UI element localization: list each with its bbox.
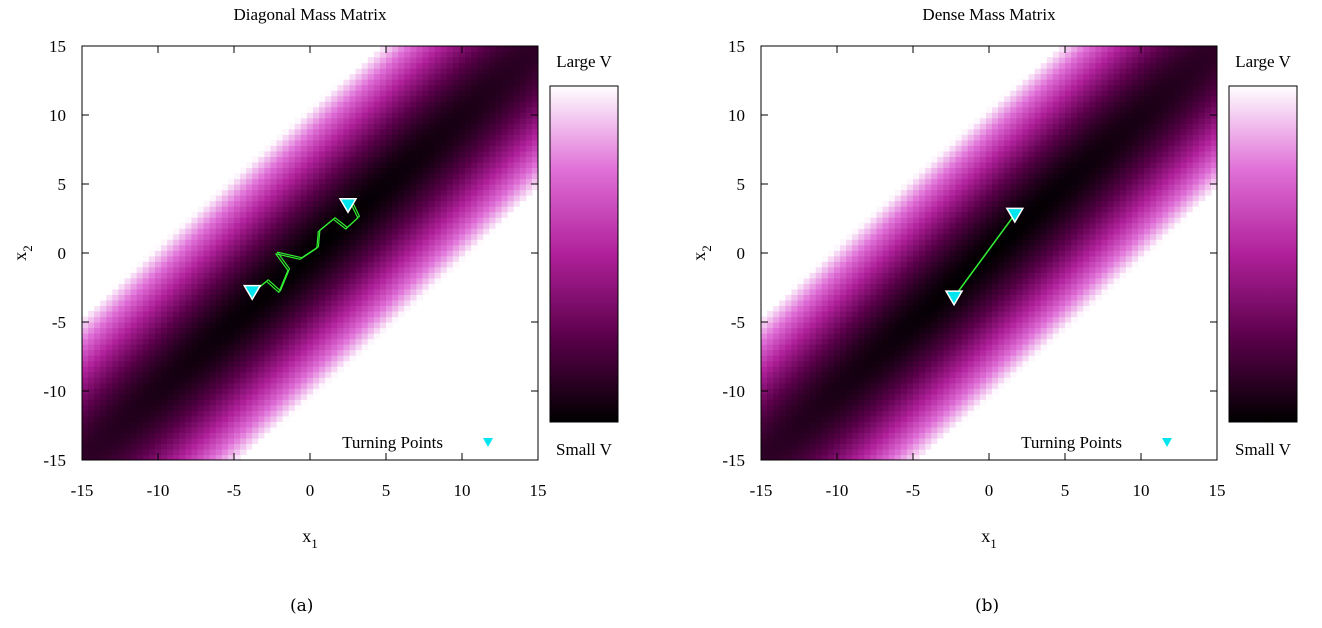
y-tick-label: 0 <box>737 244 746 263</box>
x-tick-label: -5 <box>906 481 920 500</box>
legend-label: Turning Points <box>1021 433 1122 452</box>
chart-dense-mass-matrix: Dense Mass Matrix -15 -10 -5 0 5 10 15 -15 -10 -5 0… <box>689 5 1298 551</box>
chart-title: Diagonal Mass Matrix <box>234 5 387 24</box>
y-tick-label: -10 <box>722 382 745 401</box>
x-tick-label: 15 <box>530 481 547 500</box>
y-tick-label: 5 <box>58 175 67 194</box>
y-tick-label: -5 <box>52 313 66 332</box>
x-tick-label: -15 <box>71 481 94 500</box>
y-tick-label: 0 <box>58 244 67 263</box>
y-tick-label: -15 <box>43 451 66 470</box>
turning-point-marker <box>338 197 358 214</box>
legend-marker <box>1162 438 1172 447</box>
legend-label: Turning Points <box>342 433 443 452</box>
y-tick-label: 5 <box>737 175 746 194</box>
legend-marker <box>483 438 493 447</box>
trajectory-line <box>954 213 1017 297</box>
colorbar-top-label: Large V <box>556 52 612 71</box>
x-tick-label: 5 <box>382 481 391 500</box>
y-axis-label: x2 <box>10 245 35 261</box>
y-tick-label: 10 <box>49 106 66 125</box>
x-tick-label: 15 <box>1209 481 1226 500</box>
turning-point-marker <box>944 290 964 307</box>
x-tick-label: 10 <box>1133 481 1150 500</box>
x-axis-label: x1 <box>302 526 318 551</box>
panel-dense-mass-matrix: Dense Mass Matrix -15 -10 -5 0 5 10 15 -15 -10 -5 0… <box>679 0 1322 595</box>
potential-heatmap <box>761 46 1217 460</box>
colorbar-top-label: Large V <box>1235 52 1291 71</box>
x-tick-label: 10 <box>454 481 471 500</box>
colorbar-bottom-label: Small V <box>1235 440 1292 459</box>
colorbar-bottom-label: Small V <box>556 440 613 459</box>
potential-heatmap <box>82 46 538 460</box>
x-axis-label: x1 <box>981 526 997 551</box>
x-tick-label: -5 <box>227 481 241 500</box>
caption-a: (a) <box>290 596 314 616</box>
y-tick-label: -10 <box>43 382 66 401</box>
panel-diagonal-mass-matrix: Diagonal Mass Matrix -15 -10 -5 0 5 10 15 -15 -10… <box>0 0 643 595</box>
y-tick-label: 15 <box>728 37 745 56</box>
turning-point-marker <box>1005 207 1025 224</box>
caption-b: (b) <box>975 596 1000 616</box>
x-tick-label: 5 <box>1061 481 1070 500</box>
colorbar <box>1228 85 1298 423</box>
x-tick-label: -10 <box>147 481 170 500</box>
y-axis-label: x2 <box>689 245 714 261</box>
trajectory-line <box>252 201 360 293</box>
y-tick-label: 15 <box>49 37 66 56</box>
x-tick-label: 0 <box>306 481 315 500</box>
chart-diagonal-mass-matrix: Diagonal Mass Matrix -15 -10 -5 0 5 10 15 -15 -10… <box>10 5 619 551</box>
x-tick-label: 0 <box>985 481 994 500</box>
y-tick-label: 10 <box>728 106 745 125</box>
x-tick-label: -15 <box>750 481 773 500</box>
y-tick-label: -5 <box>731 313 745 332</box>
chart-title: Dense Mass Matrix <box>922 5 1056 24</box>
y-tick-label: -15 <box>722 451 745 470</box>
turning-point-marker <box>242 284 262 301</box>
colorbar <box>549 85 619 423</box>
x-tick-label: -10 <box>826 481 849 500</box>
